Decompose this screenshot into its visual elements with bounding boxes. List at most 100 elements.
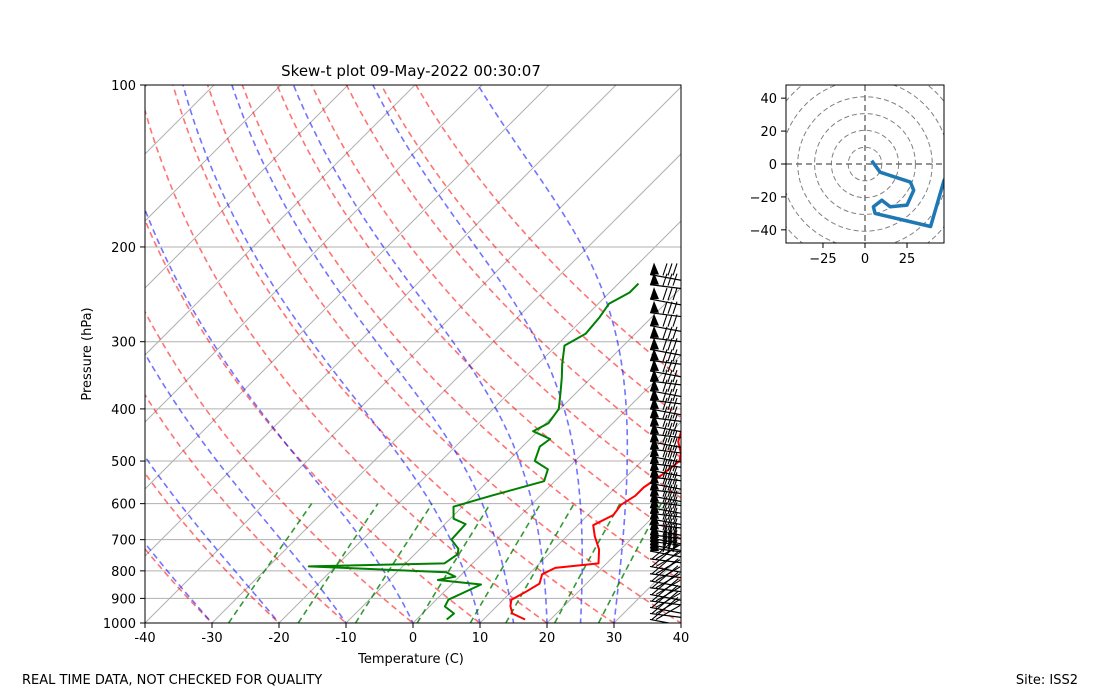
dry-adiabat	[145, 393, 348, 623]
hodo-y-tick-label: −20	[750, 191, 777, 206]
dewpoint-profile	[307, 282, 640, 621]
isotherm-line	[145, 86, 681, 623]
isotherm-line	[0, 85, 80, 623]
moist-adiabat	[145, 455, 281, 623]
dry-adiabat	[241, 85, 681, 582]
dry-adiabat	[415, 85, 681, 380]
y-tick-label: 800	[111, 565, 136, 580]
isotherm-line	[145, 85, 215, 155]
dry-adiabat	[172, 85, 616, 623]
moist-adiabat	[145, 207, 414, 623]
moist-adiabat	[292, 85, 548, 623]
x-tick-label: 20	[539, 631, 556, 646]
hodo-y-tick-label: 0	[769, 158, 777, 173]
moist-adiabat	[182, 85, 481, 623]
x-tick-label: 10	[472, 631, 489, 646]
x-tick-label: -40	[134, 631, 155, 646]
y-tick-label: 300	[111, 336, 136, 351]
dry-adiabat	[276, 85, 681, 540]
hodograph-trace	[870, 159, 944, 229]
skewt-chart: Skew-t plot 09-May-2022 00:30:07 -40 -30 -…	[0, 62, 689, 667]
isotherm-line	[345, 287, 681, 623]
wind-barb	[649, 558, 681, 588]
dry-adiabat	[380, 85, 681, 419]
dry-adiabat	[206, 85, 681, 623]
x-tick-label: -30	[201, 631, 222, 646]
isotherm-line	[479, 421, 681, 623]
x-tick-label: 0	[409, 631, 417, 646]
wind-barb	[649, 348, 681, 365]
y-tick-label: 500	[111, 455, 136, 470]
wind-barb	[649, 262, 681, 281]
x-tick-label: -10	[335, 631, 356, 646]
skewt-profiles	[307, 282, 681, 621]
x-tick-label: 30	[606, 631, 623, 646]
skewt-axes: -40 -30 -20 -10 0 10 20 30 40 100 200 300 400 500 600 7…	[103, 79, 689, 646]
dry-adiabat	[310, 85, 681, 499]
wind-barb	[649, 396, 681, 416]
mixing-ratio-line	[227, 503, 313, 623]
hodo-x-tick-label: 25	[899, 252, 916, 267]
moist-adiabat	[231, 85, 515, 623]
isotherm-line	[145, 85, 483, 423]
moist-adiabat	[145, 352, 347, 623]
moist-adiabat	[145, 541, 214, 623]
dry-adiabat	[345, 85, 681, 459]
dry-adiabat	[145, 471, 281, 623]
hodograph-rings	[786, 85, 944, 243]
mixing-ratio-line	[297, 503, 379, 623]
wind-barb	[649, 421, 681, 439]
isotherm-line	[145, 85, 617, 557]
quality-disclaimer: REAL TIME DATA, NOT CHECKED FOR QUALITY	[22, 673, 323, 688]
isotherm-line	[0, 85, 13, 623]
mixing-ratio-line	[469, 503, 542, 623]
dry-adiabat	[145, 218, 482, 623]
temperature-profile	[509, 428, 681, 621]
hodo-y-tick-label: −40	[750, 224, 777, 239]
y-tick-label: 900	[111, 592, 136, 607]
mixing-ratio-line	[416, 503, 492, 623]
y-axis-label: Pressure (hPa)	[80, 307, 95, 400]
isotherm-line	[145, 85, 416, 356]
chart-title: Skew-t plot 09-May-2022 00:30:07	[281, 62, 541, 80]
wind-barb	[649, 287, 681, 306]
wind-barb	[649, 369, 681, 386]
hodograph-ring	[786, 85, 944, 243]
wind-barb	[649, 565, 681, 593]
isotherm-line	[412, 354, 681, 623]
hodograph: −25 0 25 40 20 0 −20 −40	[750, 84, 945, 267]
isotherm-line	[278, 220, 681, 623]
wind-barbs	[649, 262, 681, 623]
x-axis-label: Temperature (C)	[357, 652, 464, 667]
wind-barb	[649, 437, 681, 454]
hodo-x-tick-label: 0	[861, 252, 869, 267]
hodo-y-tick-label: 40	[760, 92, 777, 107]
y-tick-label: 700	[111, 534, 136, 549]
wind-barb	[649, 405, 681, 422]
hodo-y-tick-label: 20	[760, 125, 777, 140]
wind-barb	[649, 378, 681, 398]
dry-adiabat	[145, 107, 549, 623]
isotherm-line	[546, 488, 681, 623]
x-tick-label: 40	[673, 631, 690, 646]
isotherm-line	[680, 622, 681, 623]
isotherm-line	[145, 85, 282, 222]
mixing-ratio-line	[354, 503, 433, 623]
moist-adiabat	[372, 85, 584, 623]
y-tick-label: 200	[111, 241, 136, 256]
dry-adiabat	[145, 547, 214, 623]
moist-adiabat	[477, 85, 629, 623]
isotherm-line	[145, 85, 550, 490]
isotherm-line	[613, 555, 681, 623]
hodograph-axes: −25 0 25 40 20 0 −20 −40	[750, 92, 916, 267]
hodo-x-tick-label: −25	[809, 252, 836, 267]
wind-barb	[649, 325, 681, 343]
isotherm-line	[211, 153, 681, 623]
skewt-background-lines	[0, 85, 681, 623]
y-tick-label: 400	[111, 403, 136, 418]
y-tick-label: 1000	[103, 617, 136, 632]
isotherm-line	[145, 85, 349, 289]
x-tick-label: -20	[268, 631, 289, 646]
site-label: Site: ISS2	[1015, 673, 1078, 688]
